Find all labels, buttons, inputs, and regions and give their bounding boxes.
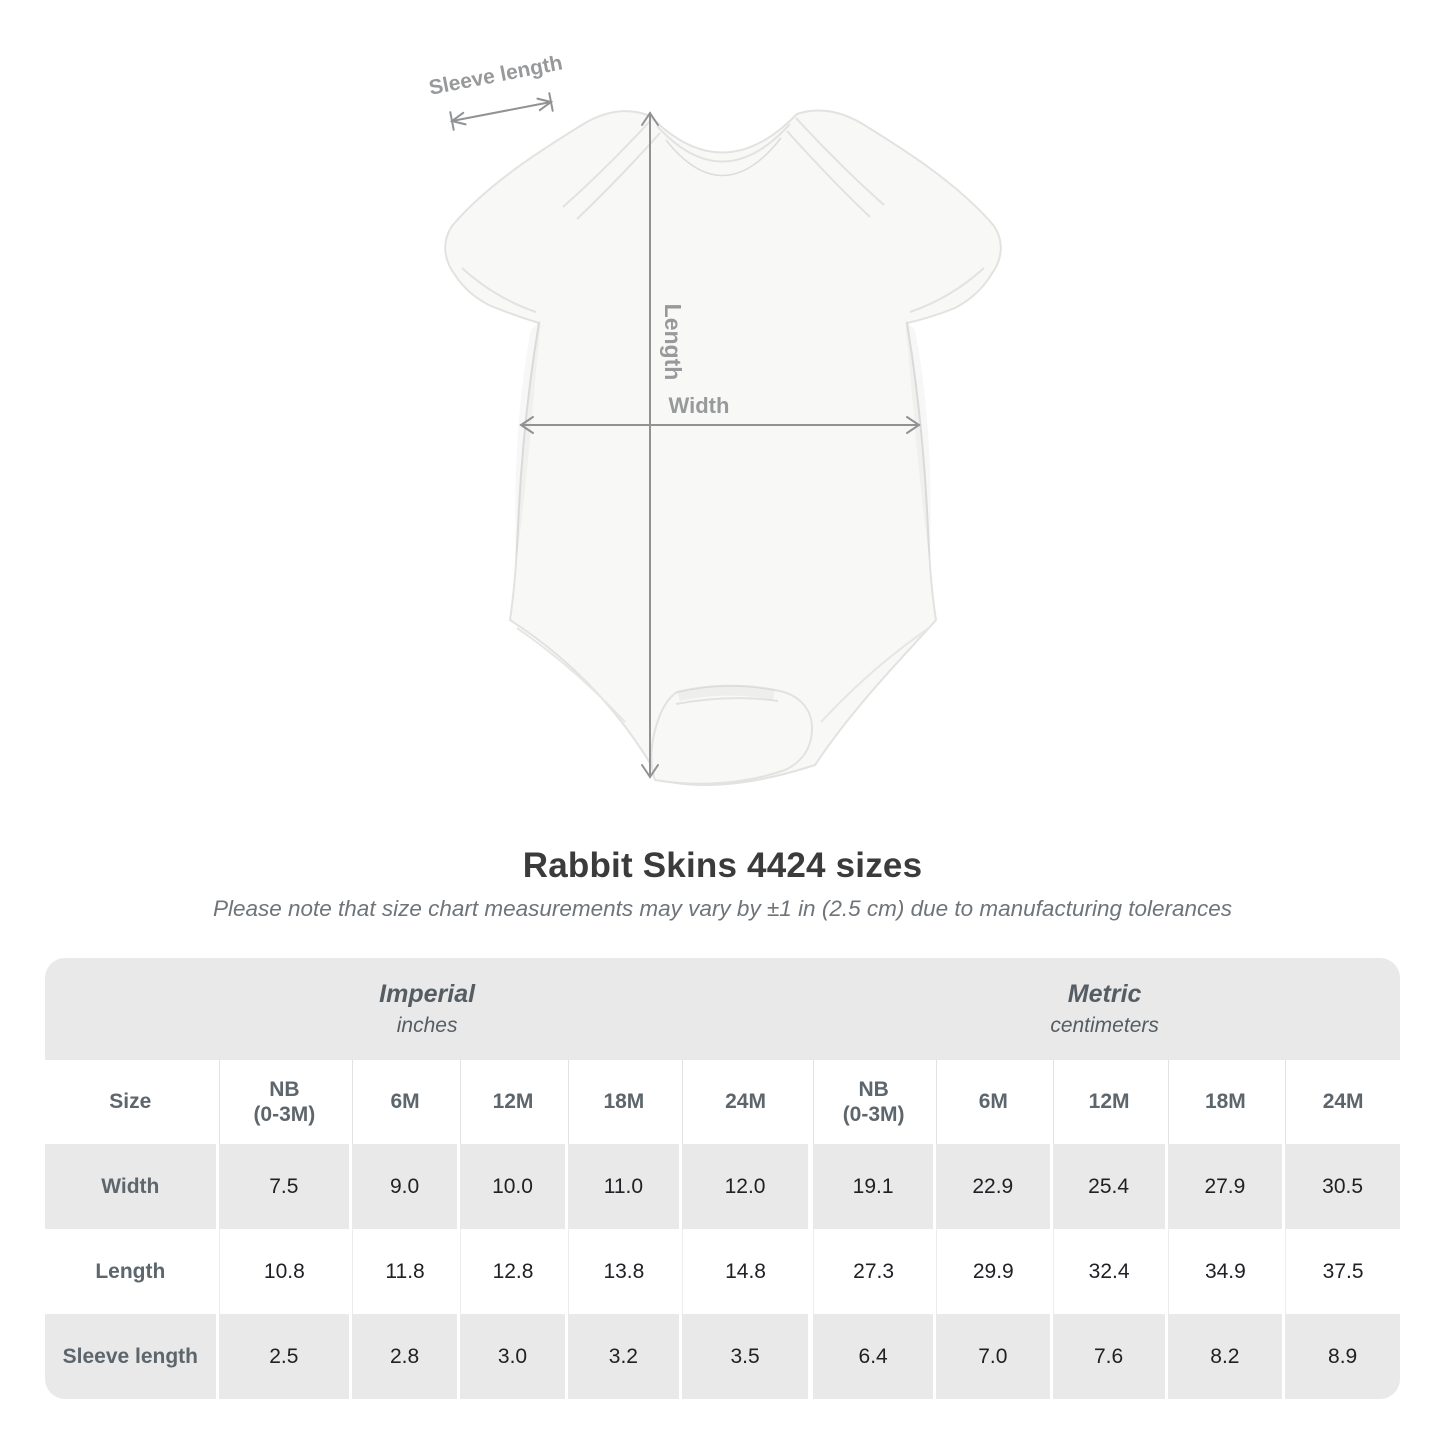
width-arrow	[519, 416, 921, 434]
sleeve-length-label: Sleeve length	[427, 51, 564, 99]
size-value-cell: 27.3	[813, 1229, 933, 1314]
imperial-unit-label: inches	[396, 1014, 458, 1037]
units-header-row: Imperial inches Metric centimeters	[45, 958, 1400, 1060]
size-value-cell: 10.8	[218, 1229, 349, 1314]
size-value-cell: 32.4	[1052, 1229, 1165, 1314]
crotch-flap-binding	[675, 697, 779, 705]
size-value-cell: 9.0	[352, 1144, 458, 1229]
size-value-cell: 7.6	[1052, 1314, 1165, 1399]
length-arrow	[641, 111, 659, 779]
flap-shading	[677, 685, 775, 701]
imperial-label: Imperial	[379, 980, 476, 1008]
column-header: NB (0-3M)	[813, 1060, 933, 1144]
table-row: Length 10.8 11.8 12.8 13.8 14.8 27.3 29.9 32.4 34…	[45, 1229, 1400, 1314]
size-value-cell: 37.5	[1285, 1229, 1400, 1314]
column-header: Size	[109, 1090, 152, 1114]
bodysuit-illustration	[444, 109, 1002, 786]
size-value-cell: 10.0	[460, 1144, 565, 1229]
width-label: Width	[669, 393, 730, 418]
size-value-cell: 3.0	[460, 1314, 565, 1399]
column-header: 6M	[935, 1060, 1050, 1144]
size-value-cell: 34.9	[1167, 1229, 1283, 1314]
column-header: 18M	[1167, 1060, 1283, 1144]
imperial-section-header: Imperial inches	[45, 958, 809, 1060]
column-header: 18M	[567, 1060, 679, 1144]
neckline-binding	[656, 123, 791, 163]
metric-label: Metric	[1067, 980, 1142, 1008]
size-value-cell: 19.1	[813, 1144, 933, 1229]
size-value-cell: 11.8	[352, 1229, 457, 1314]
size-table: Imperial inches Metric centimeters Size N…	[45, 958, 1400, 1399]
column-header: NB (0-3M)	[218, 1060, 349, 1144]
garment-outline	[444, 109, 1002, 786]
size-value-cell: 30.5	[1285, 1144, 1400, 1229]
size-value-cell: 8.9	[1285, 1314, 1400, 1399]
column-header: 12M	[1052, 1060, 1165, 1144]
size-value-cell: 3.5	[681, 1314, 809, 1399]
table-header-row: Size NB (0-3M) 6M 12M 18M 24M NB (0-3M) 6M 12M 18…	[45, 1060, 1400, 1144]
right-leg-binding	[820, 627, 930, 723]
left-leg-binding	[516, 627, 626, 723]
column-header: 24M	[681, 1060, 809, 1144]
right-sleeve-hem	[909, 267, 985, 313]
size-value-cell: 12.8	[460, 1229, 565, 1314]
left-sleeve-hem	[461, 267, 537, 313]
table-row: Width 7.5 9.0 10.0 11.0 12.0 19.1 22.9 25.4 27.9 3…	[45, 1144, 1400, 1229]
metric-unit-label: centimeters	[1050, 1014, 1159, 1037]
crotch-flap	[650, 684, 814, 785]
size-value-cell: 3.2	[567, 1314, 679, 1399]
size-value-cell: 7.5	[218, 1144, 350, 1229]
measurement-arrows	[449, 92, 921, 779]
size-value-cell: 11.0	[567, 1144, 679, 1229]
neckline-inner-seam	[665, 137, 782, 177]
size-value-cell: 6.4	[813, 1314, 933, 1399]
size-value-cell: 29.9	[935, 1229, 1050, 1314]
size-value-cell: 25.4	[1052, 1144, 1165, 1229]
column-header: 24M	[1285, 1060, 1400, 1144]
row-label: Width	[45, 1144, 216, 1229]
page-title: Rabbit Skins 4424 sizes	[522, 846, 923, 885]
size-value-cell: 7.0	[935, 1314, 1050, 1399]
page-subtitle: Please note that size chart measurements…	[212, 896, 1233, 921]
size-value-cell: 27.9	[1167, 1144, 1283, 1229]
size-value-cell: 13.8	[567, 1229, 679, 1314]
size-value-cell: 2.8	[352, 1314, 458, 1399]
column-header: 6M	[352, 1060, 457, 1144]
row-label: Sleeve length	[45, 1314, 216, 1399]
column-header: 12M	[460, 1060, 565, 1144]
size-value-cell: 12.0	[681, 1144, 809, 1229]
right-shoulder-fold	[786, 117, 885, 218]
size-value-cell: 8.2	[1167, 1314, 1283, 1399]
bodysuit-diagram: Sleeve length Length Width	[427, 51, 1002, 786]
row-label: Length	[95, 1259, 166, 1283]
metric-section-header: Metric centimeters	[809, 958, 1400, 1060]
size-value-cell: 2.5	[218, 1314, 350, 1399]
table-body: Width 7.5 9.0 10.0 11.0 12.0 19.1 22.9 25.4 27.9 3…	[45, 1144, 1400, 1399]
size-value-cell: 14.8	[681, 1229, 809, 1314]
size-value-cell: 22.9	[935, 1144, 1050, 1229]
length-label: Length	[660, 304, 686, 381]
table-row: Sleeve length 2.5 2.8 3.0 3.2 3.5 6.4 7.0 7.6 8.2…	[45, 1314, 1400, 1399]
sleeve-length-arrow	[449, 92, 554, 131]
